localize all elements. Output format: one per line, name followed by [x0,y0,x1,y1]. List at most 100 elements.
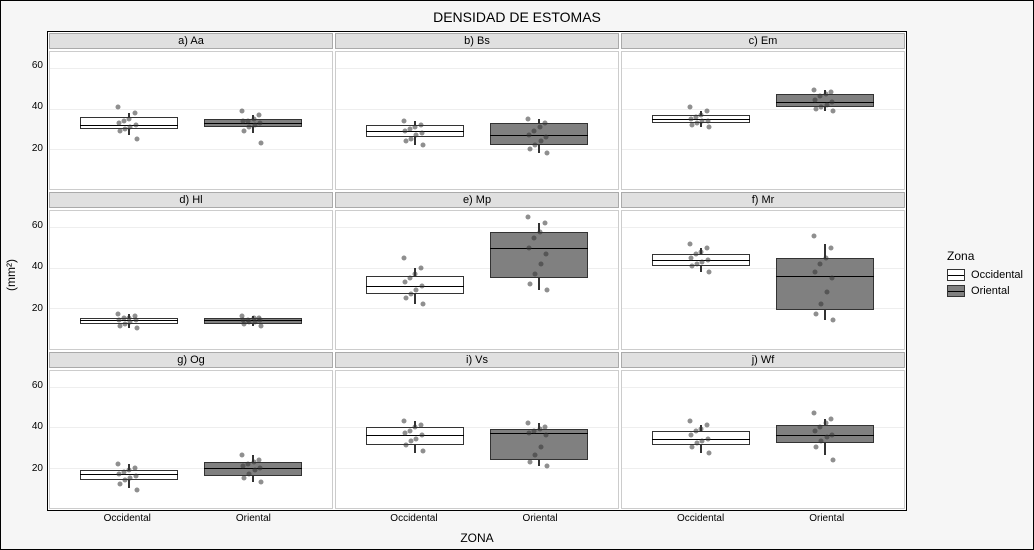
legend-swatch [947,269,965,281]
facet-strip: f) Mr [621,192,905,208]
facet-strip: e) Mp [335,192,619,208]
data-point [115,104,120,109]
data-point [132,465,137,470]
data-point [247,471,252,476]
data-point [687,241,692,246]
data-point [828,417,833,422]
data-point [527,282,532,287]
data-point [413,425,418,430]
y-axis-label: (mm²) [4,259,18,291]
data-point [694,114,699,119]
facet-panel [49,370,333,509]
boxplot-median [490,248,589,249]
facet-strip: d) Hl [49,192,333,208]
data-point [525,215,530,220]
data-point [533,271,538,276]
data-point [122,118,127,123]
data-point [828,90,833,95]
data-point [706,124,711,129]
data-point [544,150,549,155]
data-point [409,439,414,444]
gridline [336,308,618,309]
data-point [116,120,121,125]
data-point [532,235,537,240]
data-point [537,229,542,234]
data-point [704,245,709,250]
gridline [336,468,618,469]
data-point [689,263,694,268]
data-point [813,106,818,111]
data-point [419,130,424,135]
data-point [115,461,120,466]
data-point [694,429,699,434]
data-point [239,108,244,113]
boxplot-median [776,276,875,277]
gridline [336,227,618,228]
legend: Zona OccidentalOriental [947,249,1023,301]
facet-panel [49,51,333,190]
data-point [819,439,824,444]
facet-panel [621,210,905,349]
data-point [829,100,834,105]
data-point [252,320,257,325]
data-point [699,427,704,432]
data-point [252,467,257,472]
data-point [117,481,122,486]
data-point [409,136,414,141]
data-point [413,124,418,129]
data-point [525,116,530,121]
data-point [122,469,127,474]
facet-panel [49,210,333,349]
data-point [813,445,818,450]
data-point [418,423,423,428]
data-point [542,221,547,226]
data-point [241,128,246,133]
data-point [538,138,543,143]
gridline [50,68,332,69]
data-point [537,124,542,129]
ytick-label: 60 [21,380,43,391]
data-point [829,275,834,280]
gridline [622,109,904,110]
data-point [418,122,423,127]
data-point [527,146,532,151]
data-point [258,479,263,484]
legend-item: Oriental [947,285,1023,297]
data-point [537,427,542,432]
data-point [257,465,262,470]
data-point [811,233,816,238]
legend-label: Oriental [971,285,1010,297]
ytick-label: 20 [21,463,43,474]
gridline [622,387,904,388]
data-point [818,261,823,266]
data-point [251,116,256,121]
boxplot-box [776,258,875,311]
data-point [542,120,547,125]
facet-strip: g) Og [49,352,333,368]
data-point [241,322,246,327]
data-point [127,467,132,472]
data-point [134,326,139,331]
data-point [706,269,711,274]
data-point [418,265,423,270]
data-point [401,118,406,123]
data-point [401,255,406,260]
data-point [526,431,531,436]
data-point [127,116,132,121]
data-point [811,411,816,416]
data-point [687,104,692,109]
data-point [700,118,705,123]
data-point [256,457,261,462]
data-point [258,324,263,329]
data-point [246,118,251,123]
data-point [699,249,704,254]
gridline [50,149,332,150]
data-point [402,280,407,285]
data-point [134,487,139,492]
data-point [533,453,538,458]
gridline [50,109,332,110]
data-point [695,261,700,266]
data-point [526,245,531,250]
facet-panel [335,210,619,349]
data-point [543,433,548,438]
